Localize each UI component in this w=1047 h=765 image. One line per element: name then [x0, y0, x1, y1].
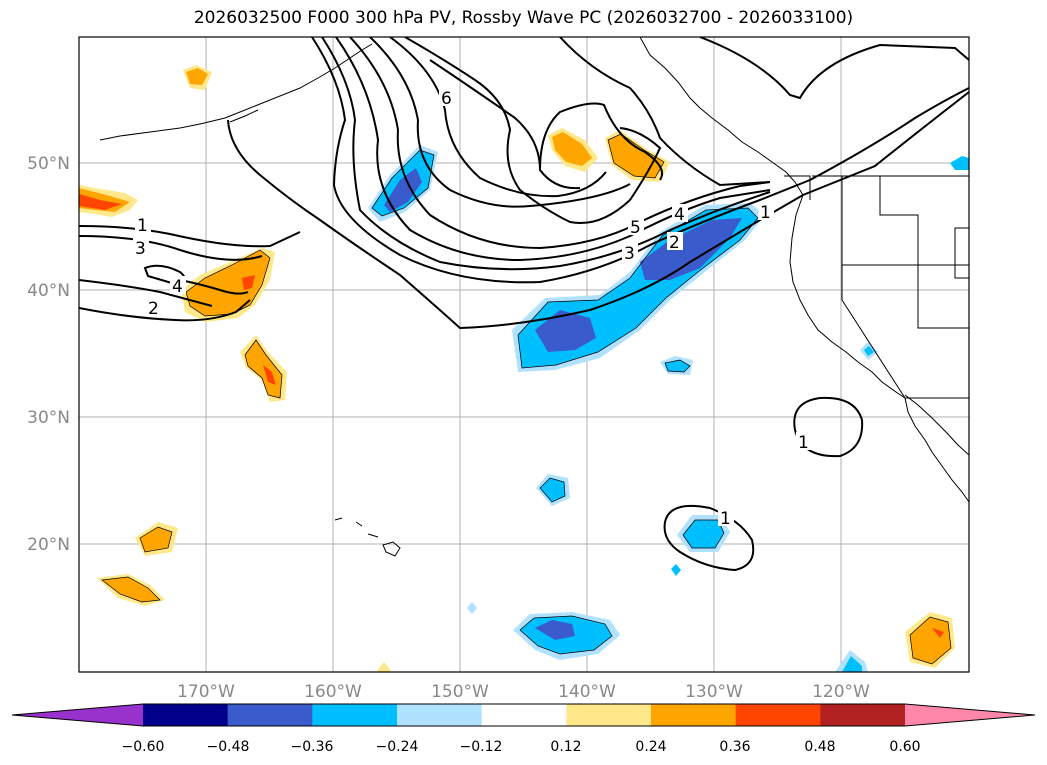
lon-tick-label: 130°W [685, 682, 743, 702]
colorbar-tick-labels: −0.60 −0.48 −0.36 −0.24 −0.12 0.12 0.24 … [122, 739, 921, 755]
colorbar-frame [11, 703, 1036, 727]
lon-tick-label: 160°W [304, 682, 362, 702]
lat-tick-label: 50°N [27, 154, 70, 174]
colorbar-bin [735, 704, 821, 726]
colorbar-tick-label: −0.60 [122, 739, 165, 755]
colorbar-tick-label: −0.12 [460, 739, 503, 755]
colorbar-tick-label: 0.12 [550, 739, 581, 755]
anomaly-positive [186, 68, 208, 85]
contour-label: 6 [441, 89, 452, 109]
contour-label: 5 [630, 218, 641, 238]
anomaly-negative [665, 360, 690, 372]
contour-label: 1 [760, 203, 771, 223]
contour-label: 2 [669, 233, 680, 253]
colorbar-tick-label: −0.48 [207, 739, 250, 755]
contour-label: 3 [624, 244, 635, 264]
lon-axis: 170°W 160°W 150°W 140°W 130°W 120°W [177, 682, 870, 702]
coastlines [99, 37, 969, 557]
colorbar-bin [397, 704, 483, 726]
anomaly-positive [186, 250, 270, 316]
map-frame [78, 36, 970, 673]
colorbar-bin [143, 704, 229, 726]
anomaly-positive [102, 577, 160, 602]
anomaly-positive [79, 194, 122, 210]
colorbar-bin [820, 704, 906, 726]
colorbar-tick-label: 0.60 [889, 739, 920, 755]
anomaly-negative [950, 156, 969, 170]
map-area[interactable]: 1 3 4 2 6 5 4 3 2 1 1 1 [79, 37, 969, 672]
anomaly-negative [540, 478, 565, 502]
lon-tick-label: 140°W [558, 682, 616, 702]
anomaly-positive [552, 132, 592, 166]
anomaly-positive [242, 275, 255, 290]
colorbar: −0.60 −0.48 −0.36 −0.24 −0.12 0.12 0.24 … [11, 703, 1036, 755]
anomaly-positive [263, 365, 276, 385]
colorbar-bin [566, 704, 652, 726]
lat-axis: 50°N 40°N 30°N 20°N [27, 154, 70, 555]
colorbar-bin [481, 704, 567, 726]
anomaly-positive [932, 628, 944, 638]
anomaly-negative [535, 620, 575, 640]
colorbar-extend-low [12, 704, 143, 726]
anomaly-positive [910, 617, 951, 664]
lat-tick-label: 40°N [27, 281, 70, 301]
anomaly-negative [864, 346, 874, 356]
contour-label: 3 [135, 239, 146, 259]
contour-labels: 1 3 4 2 6 5 4 3 2 1 1 1 [133, 88, 812, 529]
anomaly-negative [535, 310, 596, 352]
colorbar-bin [651, 704, 737, 726]
colorbar-extend-high [905, 704, 1035, 726]
positive-anomalies [79, 65, 955, 672]
anomaly-negative [467, 602, 477, 614]
contour-label: 2 [148, 299, 159, 319]
anomaly-negative [384, 168, 422, 212]
lon-tick-label: 170°W [177, 682, 235, 702]
anomaly-negative [683, 520, 724, 548]
graticule [79, 37, 969, 672]
lat-tick-label: 20°N [27, 535, 70, 555]
colorbar-bin [312, 704, 398, 726]
anomaly-negative [842, 656, 862, 672]
contour-label: 1 [137, 216, 148, 236]
colorbar-tick-label: −0.36 [291, 739, 334, 755]
anomaly-negative [671, 564, 681, 576]
contour-label: 1 [798, 433, 809, 453]
lat-tick-label: 30°N [27, 408, 70, 428]
colorbar-tick-label: 0.48 [804, 739, 835, 755]
anomaly-negative [640, 218, 742, 280]
colorbar-tick-label: 0.36 [719, 739, 750, 755]
anomaly-positive [376, 662, 392, 672]
colorbar-tick-label: −0.24 [376, 739, 419, 755]
colorbar-bin [227, 704, 313, 726]
lon-tick-label: 120°W [812, 682, 870, 702]
map-title: 2026032500 F000 300 hPa PV, Rossby Wave … [193, 8, 854, 28]
contour-label: 4 [172, 277, 183, 297]
contour-label: 4 [674, 205, 685, 225]
lon-tick-label: 150°W [431, 682, 489, 702]
colorbar-tick-label: 0.24 [635, 739, 666, 755]
contour-label: 1 [720, 509, 731, 529]
